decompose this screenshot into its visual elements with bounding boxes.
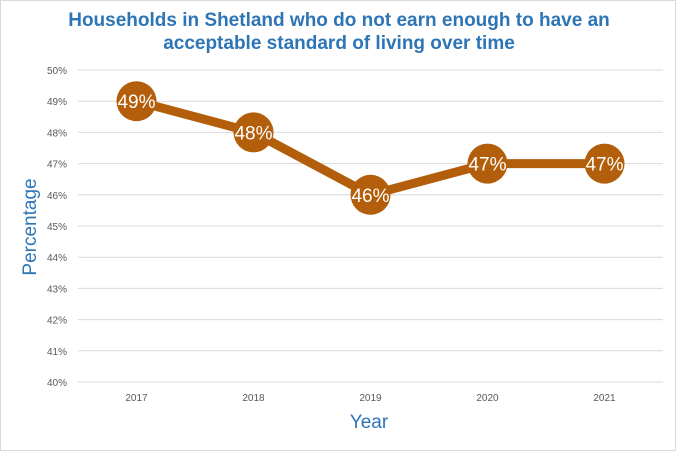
data-label: 49% [117,92,155,113]
y-tick-label: 46% [47,191,67,202]
y-tick-label: 48% [47,128,67,139]
y-tick-label: 49% [47,97,67,108]
x-tick-label: 2017 [125,393,148,404]
y-tick-label: 50% [47,66,67,77]
x-tick-label: 2020 [476,393,499,404]
x-tick-label: 2019 [359,393,382,404]
y-tick-label: 41% [47,347,67,358]
y-tick-label: 47% [47,160,67,171]
y-tick-label: 43% [47,284,67,295]
y-tick-label: 44% [47,253,67,264]
x-tick-label: 2018 [242,393,265,404]
y-tick-label: 45% [47,222,67,233]
chart-title: Households in Shetland who do not earn e… [1,9,676,55]
title-line-2: acceptable standard of living over time [163,33,515,54]
data-label: 47% [468,155,506,176]
data-point [584,143,625,184]
y-tick-label: 42% [47,316,67,327]
y-tick-label: 40% [47,378,67,389]
data-label: 47% [585,155,623,176]
data-label: 46% [351,186,389,207]
data-label: 48% [234,123,272,144]
data-point [350,174,391,215]
data-point [467,143,508,184]
x-tick-label: 2021 [593,393,616,404]
data-point [233,112,274,153]
x-axis-label: Year [349,412,389,433]
title-line-1: Households in Shetland who do not earn e… [68,10,610,31]
data-point [116,81,157,122]
